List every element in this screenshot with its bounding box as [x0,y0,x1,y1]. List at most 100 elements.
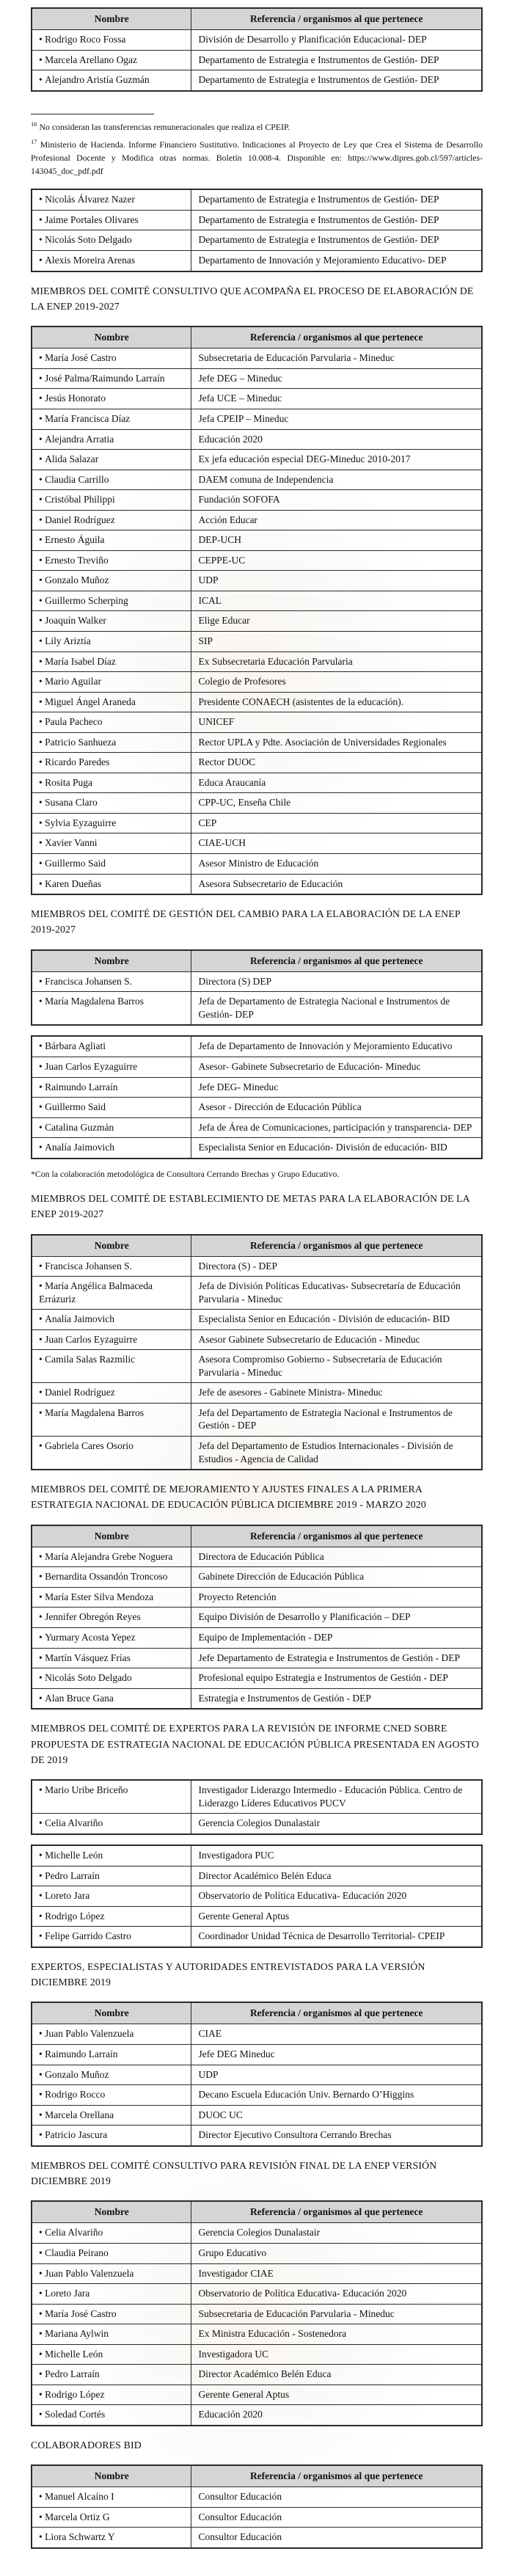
member-reference: Elige Educar [198,615,250,627]
member-reference-cell: Jefa de Departamento de Innovación y Mej… [191,1035,483,1058]
member-row: María Isabel Díaz Ex Subsecretaria Educac… [31,651,483,673]
table-head: Nombre Referencia / organismos al que per… [31,2464,483,2488]
member-name: Daniel Rodríguez [45,514,115,525]
member-reference: Especialista Senior en Educación - Divis… [198,1313,450,1325]
member-reference: Colegio de Profesores [198,676,286,687]
member-reference: Estrategia e Instrumentos de Gestión - D… [198,1692,371,1704]
member-name-cell: Soledad Cortés [31,2404,192,2426]
member-reference: Jefe Departamento de Estrategia e Instru… [198,1652,460,1663]
member-reference: CIAE [198,2028,222,2040]
member-name: Analía Jaimovich [45,1142,114,1153]
member-name-cell: Camila Salas Razmilic [31,1349,192,1384]
column-header-reference: Referencia / organismos al que pertenece [191,2002,483,2025]
member-row: Rodrigo Rocco Decano Escuela Educación Un… [31,2084,483,2106]
member-reference-cell: Presidente CONAECH (asistentes de la edu… [191,691,483,713]
member-name: Patricio Sanhueza [45,736,117,748]
member-reference-cell: Departamento de Innovación y Mejoramient… [191,250,483,272]
member-reference-cell: Rector UPLA y Pdte. Asociación de Univer… [191,731,483,754]
member-name-cell: Alejandro Aristía Guzmán [31,70,192,92]
member-reference-cell: Investigador CIAE [191,2263,483,2285]
member-reference-cell: Directora de Educación Pública [191,1546,483,1568]
member-reference: Profesional equipo Estrategia e Instrume… [198,1672,448,1684]
table-header-row: Nombre Referencia / organismos al que per… [31,1525,483,1547]
member-row: María Angélica Balmaceda Errázuriz Jefa d… [31,1276,483,1310]
column-header-name: Nombre [31,1525,192,1547]
member-reference-cell: UNICEF [191,712,483,733]
table-head: Nombre Referencia / organismos al que per… [31,7,483,30]
member-reference-cell: Fundación SOFOFA [191,489,483,511]
member-reference-cell: Departamento de Estrategia e Instrumento… [191,189,483,211]
member-row: Marcela Arellano Ogaz Departamento de Est… [31,49,483,71]
section-heading: COLABORADORES BID [31,2439,142,2451]
table-head: Nombre Referencia / organismos al que per… [31,1234,483,1257]
member-row: Celia Alvariño Gerencia Colegios Dunalast… [31,1813,483,1835]
member-name: María Alejandra Grebe Noguera [45,1550,173,1562]
members-table: Nombre Referencia / organismos al que per… [31,1524,483,1710]
member-name-cell: Martín Vásquez Frías [31,1647,192,1669]
member-reference-cell: Jefe de asesores - Gabinete Ministra- Mi… [191,1382,483,1404]
member-reference: Jefa UCE – Mineduc [198,393,282,404]
member-name: María Isabel Díaz [45,655,116,667]
member-reference: Subsecretaria de Educación Parvularia - … [198,352,395,364]
table-body: Francisca Johansen S. Directora (S) DEP Ma… [31,971,483,1026]
member-name: Celia Alvariño [45,2227,103,2239]
member-name: Analía Jaimovich [45,1313,114,1325]
member-row: Guillermo Said Asesor Ministro de Educaci… [31,853,483,875]
member-name: María José Castro [45,2307,117,2319]
member-name-cell: Gonzalo Muñoz [31,570,192,591]
member-row: María José Castro Subsecretaria de Educac… [31,2303,483,2325]
member-row: Michelle León Investigadora PUC [31,1845,483,1867]
table-header-row: Nombre Referencia / organismos al que per… [31,2002,483,2025]
member-name-cell: Alida Salazar [31,449,192,470]
member-reference: Asesor- Gabinete Subsecretario de Educac… [198,1061,421,1073]
table-body: Juan Pablo Valenzuela CIAE Raimundo Larraí… [31,2024,483,2147]
column-header-reference: Referencia / organismos al que pertenece [191,326,483,349]
member-reference: Gerente General Aptus [198,2388,290,2400]
member-name-cell: Celia Alvariño [31,2222,192,2244]
member-row: José Palma/Raimundo Larraín Jefe DEG – Mi… [31,368,483,390]
member-row: Xavier Vanni CIAE-UCH [31,833,483,854]
member-reference: Departamento de Estrategia e Instrumento… [198,194,439,205]
member-row: Joaquín Walker Elige Educar [31,610,483,632]
footnote: 16 No consideran las transferencias remu… [31,120,483,134]
member-name: Camila Salas Razmilic [45,1354,136,1365]
member-reference: Subsecretaria de Educación Parvularia - … [198,2307,395,2319]
member-name: Alexis Moreira Arenas [45,255,136,266]
member-reference-cell: DEP-UCH [191,530,483,551]
column-header-name: Nombre [31,2200,192,2224]
member-reference: Investigador Liderazgo Intermedio - Educ… [198,1784,463,1809]
member-reference: Departamento de Estrategia e Instrumento… [198,74,439,86]
member-reference: Jefe de asesores - Gabinete Ministra- Mi… [198,1387,383,1398]
member-name-cell: Raimundo Larraín [31,1076,192,1098]
member-reference: Consultor Educación [198,2531,282,2543]
member-reference: Investigadora UC [198,2348,269,2360]
member-reference-cell: Directora (S) - DEP [191,1255,483,1277]
member-reference: Investigador CIAE [198,2267,274,2279]
member-row: Mario Aguilar Colegio de Profesores [31,671,483,693]
table-body: Nicolás Álvarez Nazer Departamento de Est… [31,189,483,272]
member-name-cell: Manuel Alcaíno I [31,2486,192,2508]
member-reference: DUOC UC [198,2109,243,2120]
member-row: Alan Bruce Gana Estrategia e Instrumentos… [31,1687,483,1710]
member-row: Marcela Ortiz G Consultor Educación [31,2506,483,2528]
member-name-cell: María Magdalena Barros [31,1402,192,1437]
member-name: Alan Bruce Gana [45,1692,114,1704]
member-reference: SIP [198,635,213,646]
member-row: Alejandro Aristía Guzmán Departamento de … [31,70,483,92]
member-reference-cell: Consultor Educación [191,2527,483,2549]
member-name: María Francisca Díaz [45,412,131,424]
member-name: Gonzalo Muñoz [45,574,109,586]
member-name-cell: José Palma/Raimundo Larraín [31,368,192,390]
member-reference-cell: Consultor Educación [191,2506,483,2528]
member-name: Bernardita Ossandón Troncoso [45,1571,168,1583]
member-name-cell: Juan Pablo Valenzuela [31,2024,192,2045]
member-reference: UDP [198,2068,219,2080]
member-name: Rodrigo López [45,1910,105,1922]
member-name-cell: Joaquín Walker [31,610,192,632]
member-reference: Equipo de Implementación - DEP [198,1632,333,1643]
member-row: Rosita Puga Educa Araucanía [31,772,483,794]
member-reference-cell: Investigadora UC [191,2343,483,2365]
member-reference-cell: Coordinador Unidad Técnica de Desarrollo… [191,1926,483,1948]
member-reference-cell: Jefe DEG – Mineduc [191,368,483,390]
